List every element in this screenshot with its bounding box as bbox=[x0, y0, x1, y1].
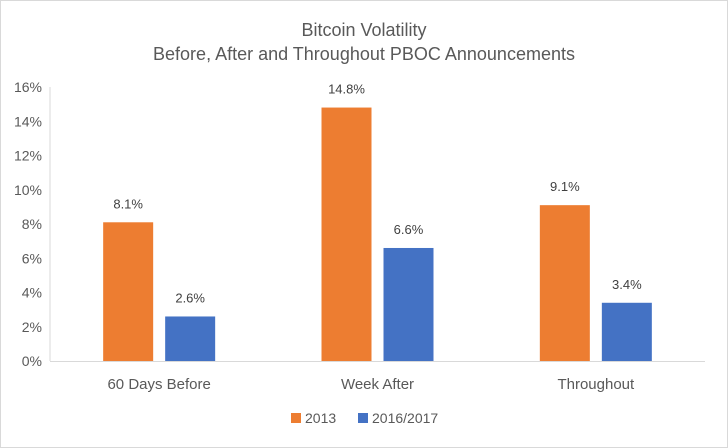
legend-label-0: 2013 bbox=[305, 410, 336, 426]
legend-label-1: 2016/2017 bbox=[372, 410, 438, 426]
data-label: 9.1% bbox=[550, 179, 580, 194]
y-axis: 0% 2% 4% 6% 8% 10% 12% 14% 16% bbox=[14, 79, 51, 369]
y-tick-label: 8% bbox=[22, 216, 42, 232]
legend-swatch-0 bbox=[291, 413, 301, 423]
x-category-label: 60 Days Before bbox=[107, 376, 210, 393]
data-label: 6.6% bbox=[394, 222, 424, 237]
bar-2016-2017-2 bbox=[601, 302, 652, 361]
x-category-label: Week After bbox=[341, 376, 414, 393]
legend: 2013 2016/2017 bbox=[291, 410, 438, 426]
bar-2016-2017-0 bbox=[165, 316, 216, 361]
data-label: 8.1% bbox=[113, 196, 143, 211]
chart-title: Bitcoin Volatility bbox=[301, 20, 426, 40]
x-category-label: Throughout bbox=[557, 376, 635, 393]
x-axis: 60 Days Before Week After Throughout bbox=[50, 361, 705, 393]
legend-swatch-1 bbox=[358, 413, 368, 423]
y-tick-label: 12% bbox=[14, 148, 42, 164]
bar-2013-2 bbox=[539, 205, 590, 361]
bar-2016-2017-1 bbox=[383, 247, 434, 361]
data-label: 2.6% bbox=[175, 290, 205, 305]
y-tick-label: 0% bbox=[22, 353, 42, 369]
data-label: 3.4% bbox=[612, 277, 642, 292]
data-label: 14.8% bbox=[328, 82, 365, 97]
chart-subtitle: Before, After and Throughout PBOC Announ… bbox=[153, 44, 575, 64]
y-tick-label: 10% bbox=[14, 182, 42, 198]
y-tick-label: 16% bbox=[14, 79, 42, 95]
plot-area: 8.1% 2.6% 14.8% 6.6% 9.1% 3.4% bbox=[103, 82, 652, 361]
y-tick-label: 14% bbox=[14, 113, 42, 129]
bar-2013-1 bbox=[321, 107, 372, 361]
y-tick-label: 4% bbox=[22, 285, 42, 301]
y-tick-label: 6% bbox=[22, 250, 42, 266]
y-tick-label: 2% bbox=[22, 319, 42, 335]
bar-2013-0 bbox=[103, 222, 154, 361]
